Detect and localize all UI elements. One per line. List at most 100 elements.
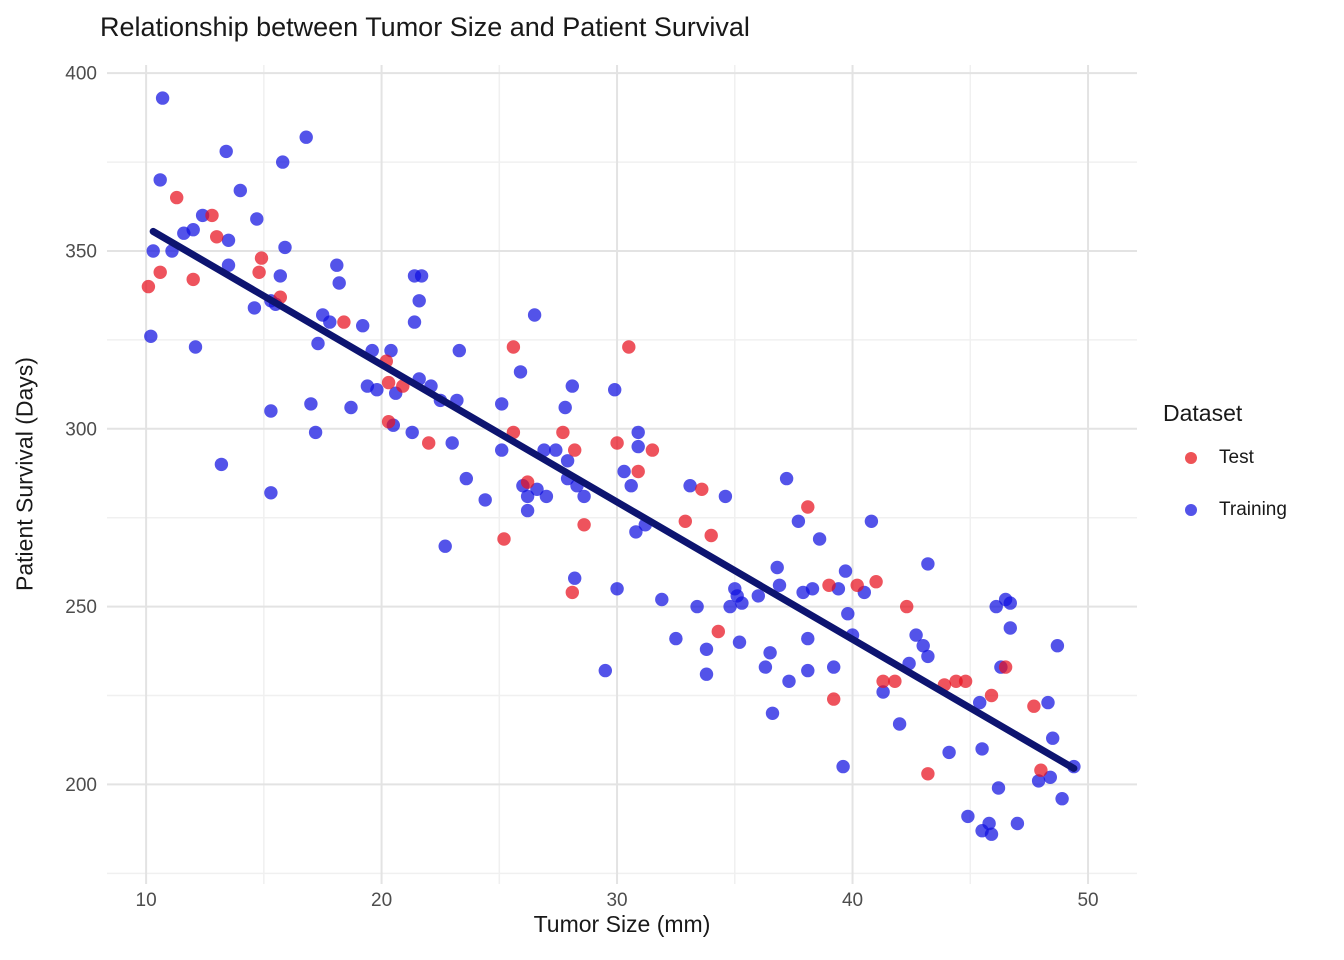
- data-point-test: [622, 340, 636, 354]
- data-point-training: [735, 596, 749, 610]
- data-point-training: [961, 809, 975, 824]
- data-point-test: [568, 443, 582, 457]
- data-point-test: [921, 767, 935, 781]
- data-point-training: [308, 425, 323, 440]
- data-point-training: [598, 663, 612, 678]
- data-point-training: [864, 514, 879, 528]
- data-point-training: [264, 404, 278, 418]
- data-point-training: [323, 315, 337, 329]
- data-point-training: [617, 464, 631, 479]
- legend-dot-training: [1185, 504, 1197, 516]
- data-point-training: [247, 301, 262, 315]
- data-point-training: [791, 514, 806, 528]
- data-point-training: [233, 183, 247, 198]
- data-point-training: [146, 244, 160, 258]
- data-point-training: [565, 379, 579, 393]
- data-point-test: [565, 585, 579, 600]
- data-point-test: [252, 265, 266, 279]
- data-point-test: [1034, 763, 1048, 777]
- data-point-test: [381, 415, 396, 429]
- data-point-test: [678, 514, 692, 528]
- data-point-training: [942, 745, 956, 760]
- data-point-training: [299, 130, 313, 144]
- data-point-test: [888, 674, 902, 688]
- legend-dot-test: [1185, 452, 1197, 464]
- trend-line: [149, 227, 1078, 772]
- data-point-training: [801, 663, 815, 678]
- data-point-training: [827, 660, 841, 674]
- data-point-test: [949, 674, 963, 688]
- data-point-training: [438, 539, 452, 553]
- data-point-training: [1043, 770, 1058, 784]
- data-point-training: [751, 589, 765, 603]
- data-point-test: [520, 475, 535, 489]
- data-point-training: [530, 482, 544, 496]
- data-point-training: [560, 454, 575, 468]
- data-point-test: [876, 674, 890, 688]
- data-point-test: [850, 578, 864, 592]
- data-point-training: [186, 223, 200, 237]
- data-point-training: [699, 642, 714, 656]
- data-point-test: [205, 208, 219, 223]
- y-tick-label: 200: [65, 775, 97, 796]
- data-point-training: [445, 436, 459, 450]
- data-point-training: [264, 486, 278, 500]
- data-point-training: [984, 827, 999, 841]
- data-point-test: [1027, 699, 1041, 713]
- data-point-training: [370, 383, 384, 397]
- data-point-training: [718, 489, 733, 504]
- data-point-training: [876, 685, 890, 699]
- data-point-training: [1031, 774, 1046, 788]
- data-point-training: [221, 233, 236, 247]
- data-point-training: [629, 525, 643, 539]
- data-point-test: [141, 279, 156, 294]
- data-point-training: [459, 471, 473, 486]
- data-point-test: [695, 482, 709, 496]
- data-point-training: [356, 319, 370, 333]
- data-point-training: [144, 329, 158, 343]
- data-point-training: [276, 155, 290, 169]
- data-point-training: [219, 144, 233, 159]
- data-point-test: [210, 230, 224, 244]
- data-point-test: [381, 375, 396, 390]
- data-point-training: [304, 397, 318, 411]
- data-point-training: [690, 599, 704, 614]
- data-point-training: [1010, 816, 1025, 831]
- data-point-training: [188, 340, 203, 354]
- data-point-training: [801, 631, 815, 646]
- legend-item-test: Test: [1185, 447, 1287, 469]
- data-point-training: [921, 557, 935, 571]
- data-point-training: [921, 649, 935, 664]
- data-point-test: [711, 624, 725, 639]
- data-point-test: [556, 425, 570, 440]
- legend-title: Dataset: [1163, 400, 1243, 426]
- y-tick-label: 250: [65, 597, 97, 618]
- data-point-training: [495, 443, 509, 457]
- data-point-test: [186, 272, 200, 287]
- data-point-training: [841, 607, 855, 621]
- data-point-training: [608, 383, 622, 397]
- data-point-training: [344, 400, 358, 415]
- data-point-training: [973, 695, 987, 710]
- data-point-training: [273, 269, 287, 283]
- data-point-training: [407, 315, 422, 329]
- data-point-training: [520, 503, 535, 518]
- data-point-training: [414, 269, 429, 283]
- data-point-training: [452, 343, 466, 358]
- x-tick-label: 50: [1077, 890, 1098, 911]
- data-point-training: [214, 457, 229, 472]
- y-axis-title: Patient Survival (Days): [11, 357, 38, 591]
- data-point-training: [250, 212, 264, 226]
- legend-label-training: Training: [1219, 499, 1287, 520]
- data-point-test: [801, 500, 815, 514]
- data-point-training: [770, 560, 784, 575]
- x-axis-title: Tumor Size (mm): [533, 911, 711, 937]
- data-point-training: [655, 592, 669, 607]
- data-point-test: [170, 190, 184, 205]
- x-tick-label: 30: [606, 890, 627, 911]
- data-point-training: [732, 635, 747, 649]
- data-point-training: [330, 258, 344, 272]
- data-point-test: [900, 599, 914, 614]
- data-point-training: [610, 582, 624, 596]
